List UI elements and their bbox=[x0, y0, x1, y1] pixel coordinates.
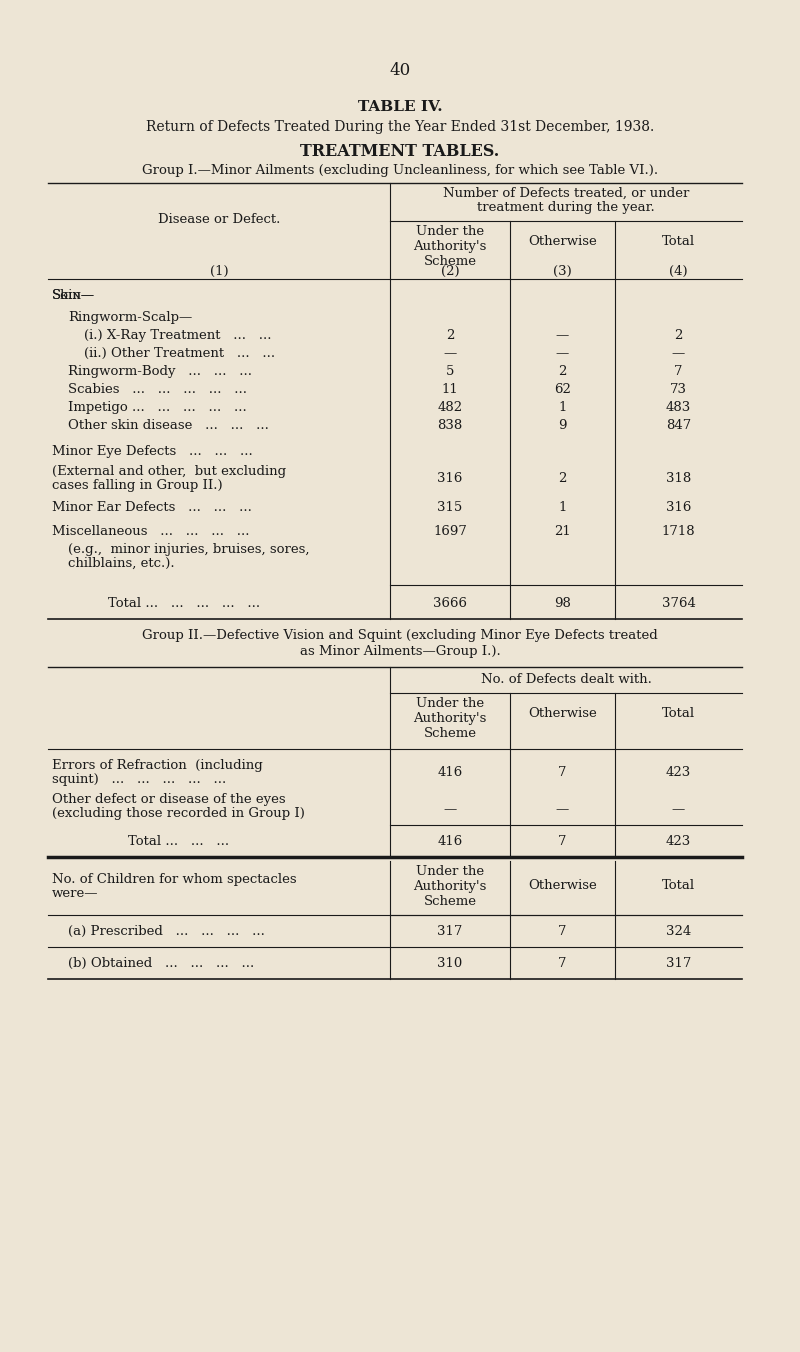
Text: 416: 416 bbox=[438, 836, 462, 848]
Text: TABLE IV.: TABLE IV. bbox=[358, 100, 442, 114]
Text: 317: 317 bbox=[438, 925, 462, 938]
Text: 3666: 3666 bbox=[433, 598, 467, 610]
Text: 423: 423 bbox=[666, 836, 691, 848]
Text: 838: 838 bbox=[438, 419, 462, 433]
Text: Total ...   ...   ...: Total ... ... ... bbox=[128, 836, 229, 848]
Text: 9: 9 bbox=[558, 419, 566, 433]
Text: Otherwise: Otherwise bbox=[528, 879, 597, 892]
Text: Under the
Authority's
Scheme: Under the Authority's Scheme bbox=[414, 224, 486, 268]
Text: Otherwise: Otherwise bbox=[528, 707, 597, 721]
Text: Sᴏɪɴ—: Sᴏɪɴ— bbox=[52, 289, 95, 301]
Text: 7: 7 bbox=[558, 957, 566, 969]
Text: No. of Children for whom spectacles: No. of Children for whom spectacles bbox=[52, 873, 297, 886]
Text: Impetigo ...   ...   ...   ...   ...: Impetigo ... ... ... ... ... bbox=[68, 402, 246, 414]
Text: were—: were— bbox=[52, 887, 98, 900]
Text: —: — bbox=[443, 803, 457, 817]
Text: Total: Total bbox=[662, 235, 695, 247]
Text: treatment during the year.: treatment during the year. bbox=[477, 201, 655, 214]
Text: 1718: 1718 bbox=[662, 525, 695, 538]
Text: squint)   ...   ...   ...   ...   ...: squint) ... ... ... ... ... bbox=[52, 773, 226, 786]
Text: Group I.—Minor Ailments (excluding Uncleanliness, for which see Table VI.).: Group I.—Minor Ailments (excluding Uncle… bbox=[142, 164, 658, 177]
Text: 324: 324 bbox=[666, 925, 691, 938]
Text: 316: 316 bbox=[666, 502, 691, 514]
Text: Total ...   ...   ...   ...   ...: Total ... ... ... ... ... bbox=[108, 598, 260, 610]
Text: Disease or Defect.: Disease or Defect. bbox=[158, 214, 280, 226]
Text: 416: 416 bbox=[438, 767, 462, 779]
Text: —: — bbox=[672, 347, 685, 360]
Text: Errors of Refraction  (including: Errors of Refraction (including bbox=[52, 758, 262, 772]
Text: TREATMENT TABLES.: TREATMENT TABLES. bbox=[300, 143, 500, 160]
Text: 310: 310 bbox=[438, 957, 462, 969]
Text: Other skin disease   ...   ...   ...: Other skin disease ... ... ... bbox=[68, 419, 269, 433]
Text: —: — bbox=[556, 803, 569, 817]
Text: Ringworm-Scalp—: Ringworm-Scalp— bbox=[68, 311, 192, 324]
Text: 482: 482 bbox=[438, 402, 462, 414]
Text: 2: 2 bbox=[446, 329, 454, 342]
Text: No. of Defects dealt with.: No. of Defects dealt with. bbox=[481, 673, 651, 685]
Text: 21: 21 bbox=[554, 525, 571, 538]
Text: 7: 7 bbox=[558, 767, 566, 779]
Text: Other defect or disease of the eyes: Other defect or disease of the eyes bbox=[52, 794, 286, 806]
Text: 483: 483 bbox=[666, 402, 691, 414]
Text: 2: 2 bbox=[558, 365, 566, 379]
Text: 5: 5 bbox=[446, 365, 454, 379]
Text: Ringworm-Body   ...   ...   ...: Ringworm-Body ... ... ... bbox=[68, 365, 252, 379]
Text: 1: 1 bbox=[558, 402, 566, 414]
Text: (4): (4) bbox=[669, 265, 688, 279]
Text: —: — bbox=[556, 329, 569, 342]
Text: Total: Total bbox=[662, 707, 695, 721]
Text: Total: Total bbox=[662, 879, 695, 892]
Text: 315: 315 bbox=[438, 502, 462, 514]
Text: —: — bbox=[672, 803, 685, 817]
Text: 73: 73 bbox=[670, 383, 687, 396]
Text: 11: 11 bbox=[442, 383, 458, 396]
Text: 40: 40 bbox=[390, 62, 410, 78]
Text: 1697: 1697 bbox=[433, 525, 467, 538]
Text: (ii.) Other Treatment   ...   ...: (ii.) Other Treatment ... ... bbox=[84, 347, 275, 360]
Text: (excluding those recorded in Group I): (excluding those recorded in Group I) bbox=[52, 807, 305, 821]
Text: 1: 1 bbox=[558, 502, 566, 514]
Text: 7: 7 bbox=[674, 365, 682, 379]
Text: (i.) X-Ray Treatment   ...   ...: (i.) X-Ray Treatment ... ... bbox=[84, 329, 271, 342]
Text: Scabies   ...   ...   ...   ...   ...: Scabies ... ... ... ... ... bbox=[68, 383, 247, 396]
Text: 2: 2 bbox=[674, 329, 682, 342]
Text: 2: 2 bbox=[558, 472, 566, 485]
Text: 7: 7 bbox=[558, 836, 566, 848]
Text: Skin—: Skin— bbox=[52, 289, 95, 301]
Text: —: — bbox=[443, 347, 457, 360]
Text: Under the
Authority's
Scheme: Under the Authority's Scheme bbox=[414, 865, 486, 909]
Text: 318: 318 bbox=[666, 472, 691, 485]
Text: 317: 317 bbox=[666, 957, 691, 969]
Text: Number of Defects treated, or under: Number of Defects treated, or under bbox=[443, 187, 689, 200]
Text: 847: 847 bbox=[666, 419, 691, 433]
Text: (2): (2) bbox=[441, 265, 459, 279]
Text: —: — bbox=[556, 347, 569, 360]
Text: 62: 62 bbox=[554, 383, 571, 396]
Text: 316: 316 bbox=[438, 472, 462, 485]
Text: Otherwise: Otherwise bbox=[528, 235, 597, 247]
Text: (b) Obtained   ...   ...   ...   ...: (b) Obtained ... ... ... ... bbox=[68, 957, 254, 969]
Text: Minor Eye Defects   ...   ...   ...: Minor Eye Defects ... ... ... bbox=[52, 445, 253, 458]
Text: Under the
Authority's
Scheme: Under the Authority's Scheme bbox=[414, 698, 486, 740]
Text: Miscellaneous   ...   ...   ...   ...: Miscellaneous ... ... ... ... bbox=[52, 525, 250, 538]
Text: 7: 7 bbox=[558, 925, 566, 938]
Text: cases falling in Group II.): cases falling in Group II.) bbox=[52, 479, 222, 492]
Text: 98: 98 bbox=[554, 598, 571, 610]
Text: chilblains, etc.).: chilblains, etc.). bbox=[68, 557, 174, 571]
Text: (e.g.,  minor injuries, bruises, sores,: (e.g., minor injuries, bruises, sores, bbox=[68, 544, 310, 556]
Text: 3764: 3764 bbox=[662, 598, 695, 610]
Text: 423: 423 bbox=[666, 767, 691, 779]
Text: Minor Ear Defects   ...   ...   ...: Minor Ear Defects ... ... ... bbox=[52, 502, 252, 514]
Text: as Minor Ailments—Group I.).: as Minor Ailments—Group I.). bbox=[300, 645, 500, 658]
Text: Group II.—Defective Vision and Squint (excluding Minor Eye Defects treated: Group II.—Defective Vision and Squint (e… bbox=[142, 629, 658, 642]
Text: (a) Prescribed   ...   ...   ...   ...: (a) Prescribed ... ... ... ... bbox=[68, 925, 265, 938]
Text: Return of Defects Treated During the Year Ended 31st December, 1938.: Return of Defects Treated During the Yea… bbox=[146, 120, 654, 134]
Text: (External and other,  but excluding: (External and other, but excluding bbox=[52, 465, 286, 479]
Text: (1): (1) bbox=[210, 265, 228, 279]
Text: (3): (3) bbox=[553, 265, 572, 279]
